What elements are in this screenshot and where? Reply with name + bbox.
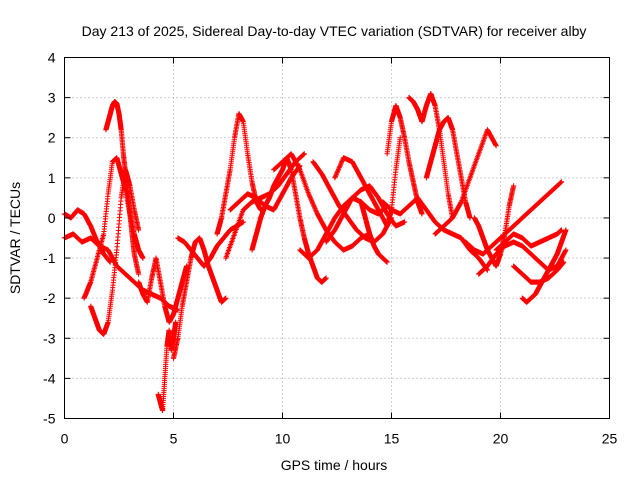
grid-lines	[64, 57, 610, 419]
y-tick-label: -1	[43, 250, 56, 266]
plot-frame	[64, 57, 610, 419]
series-track-24	[432, 127, 499, 237]
x-tick-label: 0	[61, 431, 69, 447]
marker-path	[463, 179, 565, 257]
y-tick-label: 4	[48, 50, 56, 66]
y-tick-label: 2	[48, 130, 56, 146]
series-track-13	[249, 155, 329, 285]
series-track-23	[423, 115, 473, 221]
marker-path	[511, 259, 567, 285]
series-track-22	[406, 91, 456, 221]
x-tick-label: 10	[275, 431, 291, 447]
series-track-5	[88, 167, 142, 337]
x-tick-label: 25	[602, 431, 618, 447]
series-track-30	[511, 259, 567, 285]
y-axis-tick-labels: -5 -4 -3 -2 -1 0 1 2 3 4	[43, 50, 56, 427]
axis-ticks	[64, 57, 610, 419]
y-tick-label: -2	[43, 290, 56, 306]
marker-path	[493, 227, 565, 253]
y-tick-label: -5	[43, 411, 56, 427]
x-axis-label: GPS time / hours	[281, 457, 388, 473]
marker-path	[323, 183, 408, 245]
series-track-7	[155, 319, 179, 414]
series-track-19	[358, 199, 390, 265]
chart-title: Day 213 of 2025, Sidereal Day-to-day VTE…	[82, 23, 587, 39]
y-tick-label: 1	[48, 170, 56, 186]
marker-path	[136, 255, 190, 325]
y-tick-label: -4	[43, 370, 56, 386]
x-tick-label: 20	[493, 431, 509, 447]
y-tick-label: 3	[48, 90, 56, 106]
x-axis-tick-labels: 0 5 10 15 20 25	[61, 431, 618, 447]
marker-path	[384, 103, 425, 217]
marker-path	[423, 115, 473, 221]
series-track-8	[170, 235, 229, 361]
x-tick-label: 5	[170, 431, 178, 447]
y-tick-label: 0	[48, 210, 56, 226]
marker-path	[406, 91, 456, 221]
series-track-20	[384, 103, 425, 217]
marker-path	[432, 127, 499, 237]
series-track-26	[463, 179, 565, 257]
series-track-18	[323, 183, 408, 245]
marker-path	[170, 235, 229, 361]
data-markers	[61, 91, 569, 414]
marker-path	[249, 155, 329, 285]
y-tick-label: -3	[43, 330, 56, 346]
series-track-28	[493, 227, 565, 253]
x-tick-label: 15	[384, 431, 400, 447]
series-track-6	[136, 255, 190, 325]
marker-path	[155, 319, 179, 414]
marker-path	[88, 167, 142, 337]
marker-path	[358, 199, 390, 265]
y-axis-label: SDTVAR / TECUs	[7, 182, 23, 294]
